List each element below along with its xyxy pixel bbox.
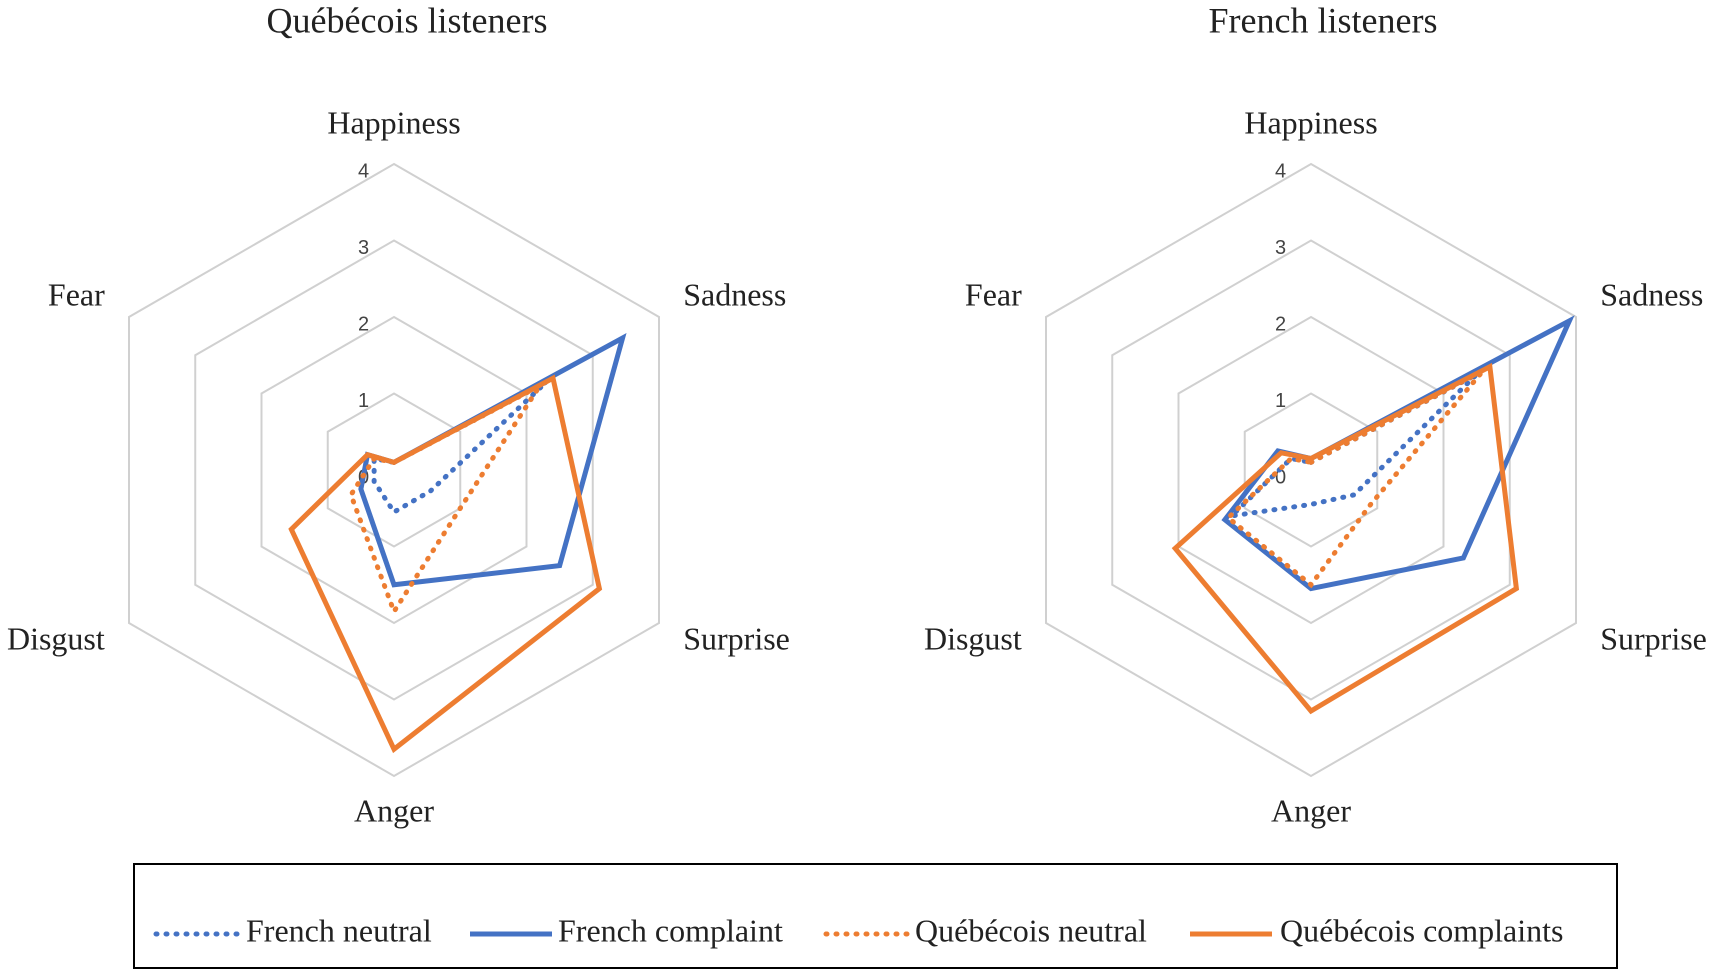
grid-line [1177,315,1445,625]
chart-title: French listeners [1209,0,1438,40]
tick-label: 4 [1275,160,1286,182]
tick-label: 2 [1275,313,1286,335]
axis-label: Disgust [924,620,1022,656]
axis-label: Fear [48,276,105,312]
series-line [288,374,603,754]
legend-label: French complaint [558,912,783,948]
axis-label: Anger [354,792,434,828]
axis-label: Sadness [1600,276,1703,312]
tick-label: 2 [358,313,369,335]
axis-label: Fear [965,276,1022,312]
axis-label: Anger [1271,792,1351,828]
chart-title: Québécois listeners [267,0,548,40]
axis-label: Surprise [1600,620,1707,656]
axis-label: Happiness [1244,104,1377,140]
tick-label: 4 [358,160,369,182]
grid-line [194,239,594,701]
legend-label: French neutral [246,912,432,948]
axis-label: Surprise [683,620,790,656]
grid-line [326,392,462,548]
tick-label: 3 [358,237,369,259]
series-line [1171,362,1520,715]
grid-line [1044,162,1578,778]
legend-box [133,863,1618,969]
legend-label: Québécois complaints [1280,912,1563,948]
axis-label: Happiness [327,104,460,140]
axis-label: Disgust [7,620,105,656]
series-line [1221,315,1575,592]
tick-label: 3 [1275,237,1286,259]
tick-label: 1 [358,390,369,412]
axis-label: Sadness [683,276,786,312]
tick-label: 1 [1275,390,1286,412]
series-line [1224,372,1479,520]
series-line [1224,368,1486,589]
grid-line [1243,392,1379,548]
legend-label: Québécois neutral [915,912,1147,948]
grid-line [260,315,528,625]
grid-line [127,162,661,778]
tick-label: 0 [1275,466,1286,488]
